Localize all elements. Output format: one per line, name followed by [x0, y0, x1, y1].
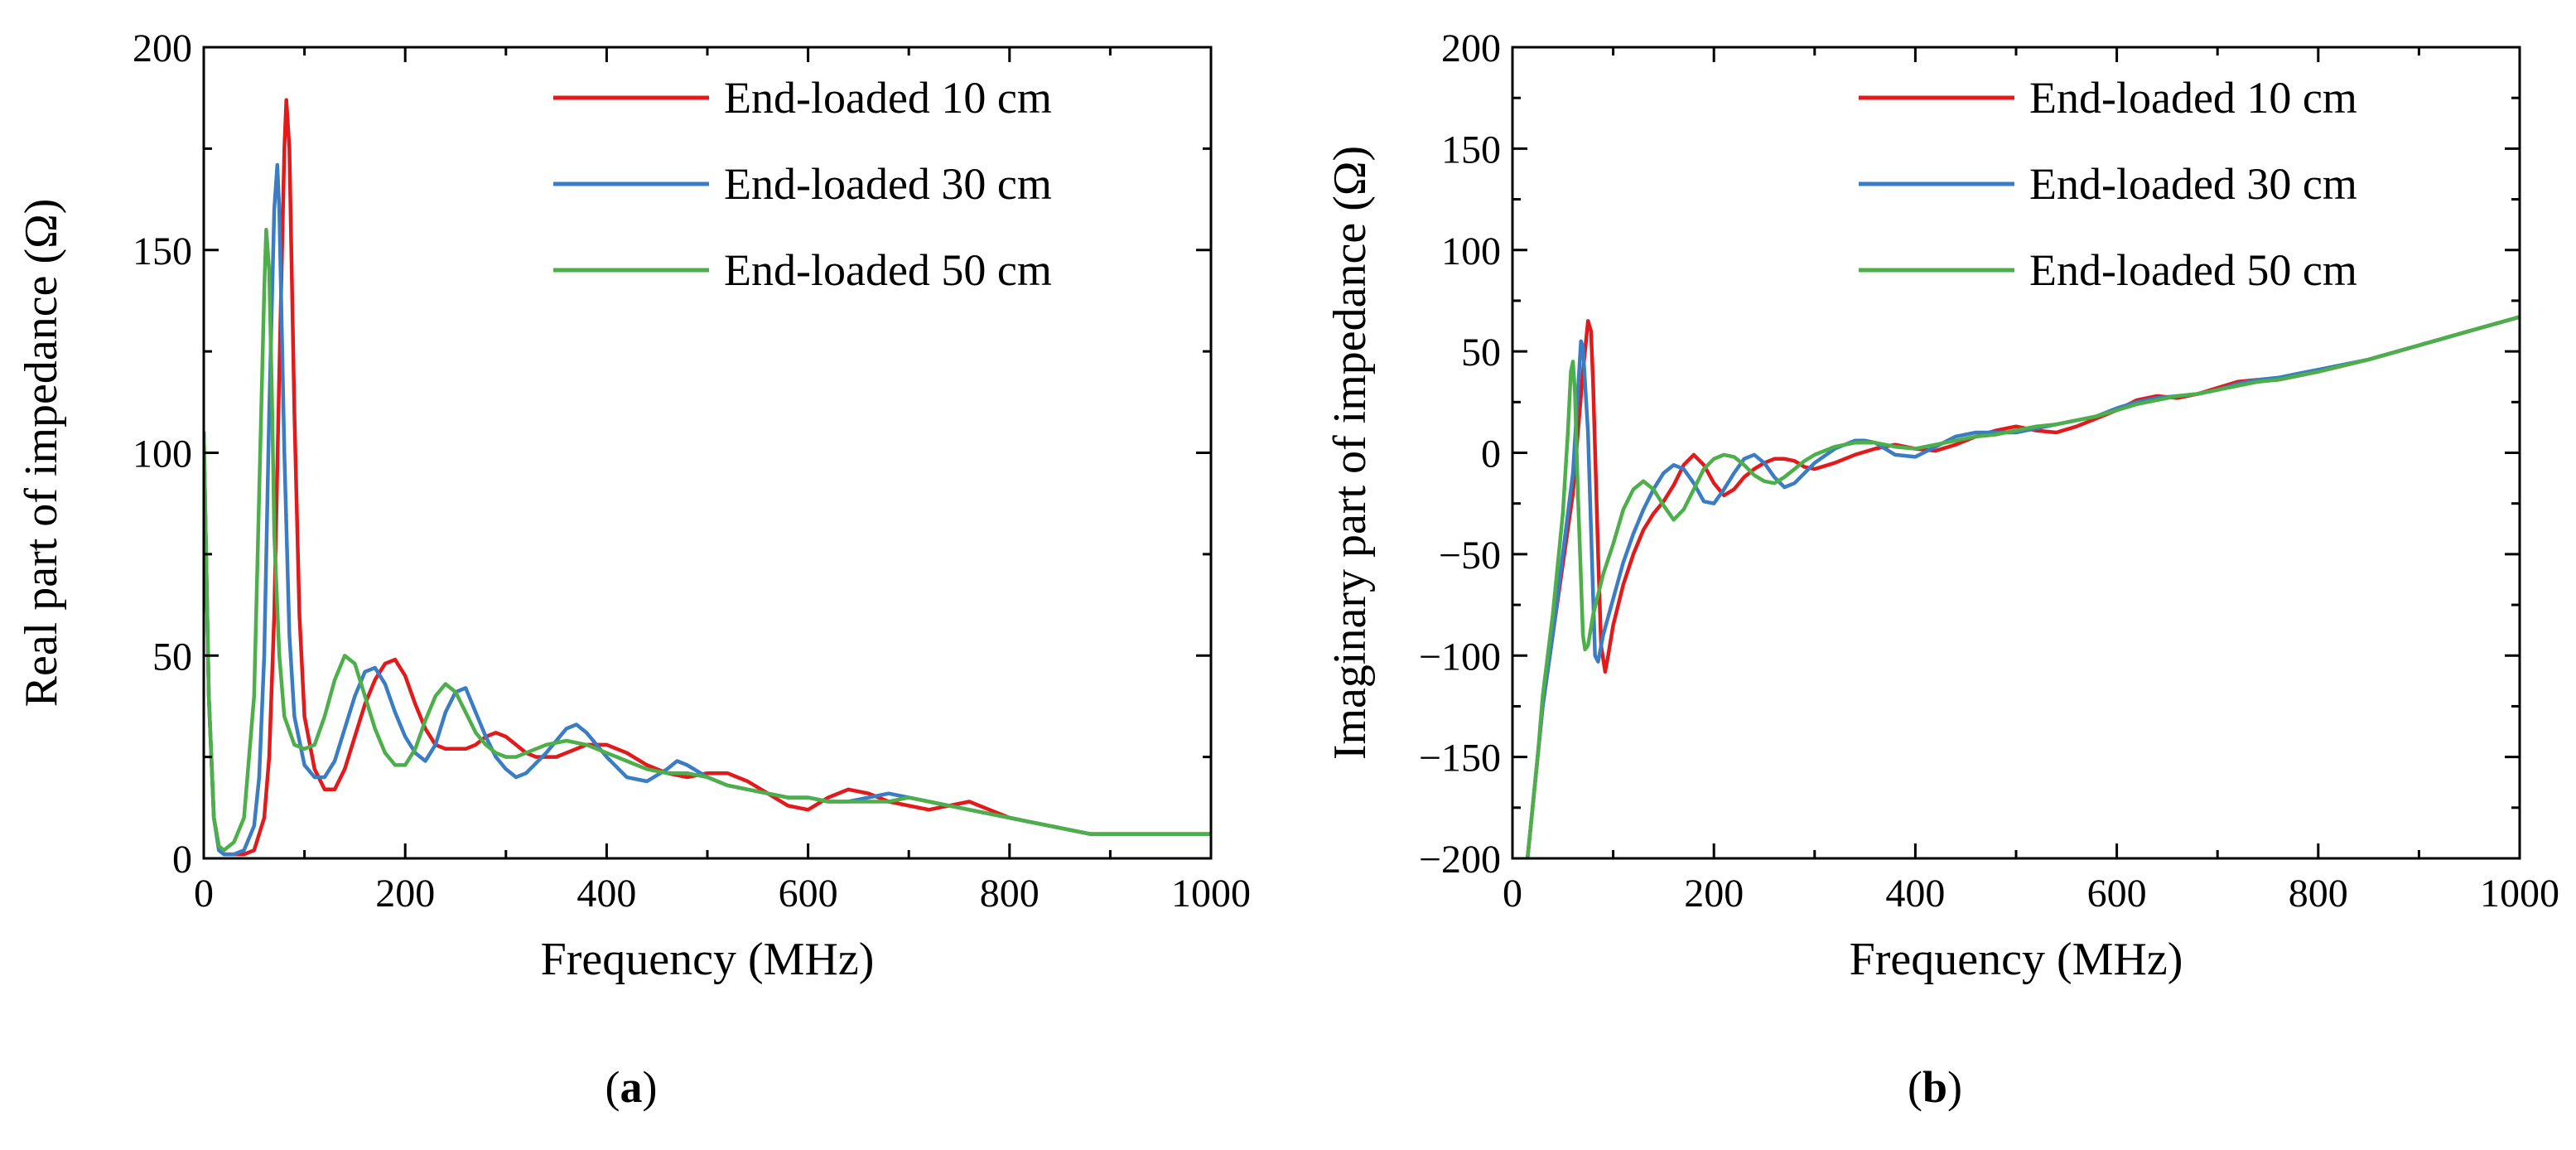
- panel-a-x-tick-label: 600: [779, 872, 838, 916]
- panel-a-y-tick-label: 150: [133, 230, 192, 273]
- panel-b-y-tick-label: −50: [1439, 534, 1501, 577]
- panel-b-x-tick-label: 600: [2087, 872, 2147, 916]
- panel-b-legend-label-2: End-loaded 30 cm: [2029, 159, 2357, 209]
- panel-b-caption: (b): [1908, 1062, 1962, 1112]
- panel-a-y-tick-label: 0: [172, 838, 192, 882]
- panel-a-legend-label-1: End-loaded 10 cm: [724, 73, 1052, 123]
- panel-b-y-tick-label: 50: [1461, 331, 1501, 374]
- panel-b-legend: End-loaded 10 cm End-loaded 30 cm End-load…: [1859, 73, 2357, 295]
- panel-a-x-tick-label: 0: [194, 872, 214, 916]
- panel-b-y-axis-title: Imaginary part of impedance (Ω): [1324, 146, 1376, 760]
- panel-a-series-lines: [204, 98, 1211, 857]
- panel-b-series-lines: [1525, 315, 2520, 858]
- panel-a-series-line-1: [204, 98, 1211, 857]
- panel-b-x-tick-label: 800: [2289, 872, 2348, 916]
- panel-a-legend-label-3: End-loaded 50 cm: [724, 245, 1052, 295]
- panel-a-legend: End-loaded 10 cm End-loaded 30 cm End-load…: [553, 73, 1052, 295]
- panel-a-x-ticks: 0 200 400 600 800 1000: [194, 47, 1251, 916]
- panel-b-y-tick-label: 150: [1441, 128, 1501, 172]
- panel-b-y-tick-label: 100: [1441, 230, 1501, 273]
- panel-a-x-tick-label: 200: [375, 872, 435, 916]
- panel-a-x-axis-title: Frequency (MHz): [541, 934, 875, 985]
- panel-a-y-ticks: 0 50 100 150 200: [133, 27, 1211, 882]
- panel-a-caption: (a): [605, 1062, 658, 1112]
- panel-a-caption-close: ): [643, 1062, 658, 1112]
- panel-b-x-axis-title: Frequency (MHz): [1850, 934, 2183, 985]
- panel-a-x-tick-label: 400: [576, 872, 636, 916]
- panel-a-y-axis-title: Real part of impedance (Ω): [16, 199, 67, 708]
- panel-a-y-tick-label: 100: [133, 432, 192, 476]
- panel-a-legend-label-2: End-loaded 30 cm: [724, 159, 1052, 209]
- panel-b-series-line-3: [1525, 315, 2520, 858]
- panel-b-x-ticks: 0 200 400 600 800 1000: [1503, 47, 2559, 916]
- panel-b-plot-frame: [1511, 46, 2521, 860]
- panel-b-x-tick-label: 0: [1503, 872, 1522, 916]
- panel-b-y-tick-label: 200: [1441, 27, 1501, 70]
- panel-b-series-line-1: [1525, 315, 2520, 858]
- panel-b-legend-label-1: End-loaded 10 cm: [2029, 73, 2357, 123]
- panel-a-y-tick-label: 50: [152, 635, 192, 679]
- panel-b-x-tick-label: 200: [1684, 872, 1744, 916]
- panel-b-y-tick-label: 0: [1481, 432, 1501, 476]
- panel-a-x-tick-label: 800: [980, 872, 1040, 916]
- panel-b-imaginary-impedance-chart: 0 200 400 600 800 1000 −200 −150 −100 −50 0 50 100 1…: [1324, 27, 2559, 1112]
- panel-a-x-tick-label: 1000: [1171, 872, 1251, 916]
- panel-b-legend-label-3: End-loaded 50 cm: [2029, 245, 2357, 295]
- panel-b-y-tick-label: −200: [1419, 838, 1501, 882]
- panel-b-y-tick-label: −150: [1419, 737, 1501, 780]
- panel-a-series-line-3: [204, 228, 1211, 853]
- panel-a-caption-letter: a: [620, 1062, 643, 1112]
- panel-b-series-line-2: [1525, 315, 2520, 858]
- panel-b-caption-letter: b: [1922, 1062, 1947, 1112]
- panel-b-x-tick-label: 1000: [2480, 872, 2559, 916]
- panel-a-real-impedance-chart: 0 200 400 600 800 1000 0 50 100 150 200 Frequency…: [16, 27, 1251, 1112]
- panel-b-x-tick-label: 400: [1885, 872, 1945, 916]
- panel-b-y-ticks: −200 −150 −100 −50 0 50 100 150 200: [1419, 27, 2520, 882]
- panel-b-caption-close: ): [1947, 1062, 1962, 1112]
- panel-a-caption-open: (: [605, 1062, 620, 1112]
- panel-b-caption-open: (: [1908, 1062, 1922, 1112]
- panel-b-y-tick-label: −100: [1419, 635, 1501, 679]
- panel-a-y-tick-label: 200: [133, 27, 192, 70]
